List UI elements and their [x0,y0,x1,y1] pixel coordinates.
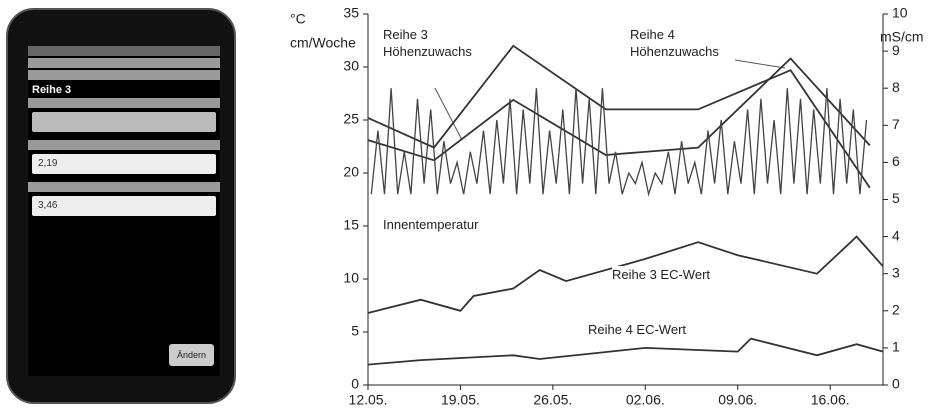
page: Reihe 3 2,19 3,46 Ändern °C cm/Woche mS/… [0,0,932,410]
y2-tick-label: 5 [892,190,900,206]
y-tick-label: 10 [343,270,359,286]
y2-tick-label: 10 [892,5,908,21]
line-series [371,88,866,194]
y2-tick-label: 6 [892,153,900,169]
series-label: Reihe 4 Höhenzuwachs [630,26,735,60]
series-label: Reihe 3 Höhenzuwachs [383,26,488,60]
series-label: Reihe 4 EC-Wert [588,321,728,338]
y2-tick-label: 4 [892,227,900,243]
y2-tick-label: 7 [892,116,900,132]
y-tick-label: 15 [343,217,359,233]
y2-tick-label: 2 [892,302,900,318]
y-tick-label: 30 [343,58,359,74]
chart: °C cm/Woche mS/cm 0 5 10 15 20 25 30 35 0 1 2 3 4 5 6 7… [0,0,932,410]
leader-line [435,88,462,140]
x-tick-label: 19.05. [441,392,480,408]
x-tick-label: 12.05. [349,392,388,408]
y2-tick-label: 9 [892,42,900,58]
y2-tick-label: 8 [892,79,900,95]
line-series [368,46,870,188]
x-tick-label: 09.06. [718,392,757,408]
y-tick-label: 5 [351,323,359,339]
series-label: Innentemperatur [383,216,523,233]
y-tick-label: 0 [351,376,359,392]
y2-tick-label: 1 [892,339,900,355]
series-label: Reihe 3 EC-Wert [612,266,752,283]
x-tick-label: 26.05. [533,392,572,408]
y-axis-unit: cm/Woche [290,35,356,51]
y-tick-label: 20 [343,164,359,180]
y2-tick-label: 3 [892,264,900,280]
y2-tick-label: 0 [892,376,900,392]
y-axis-unit: °C [290,11,306,27]
line-series [368,339,883,365]
x-tick-label: 16.06. [811,392,850,408]
y2-axis-unit: mS/cm [880,29,924,45]
y-tick-label: 25 [343,111,359,127]
x-tick-label: 02.06. [626,392,665,408]
leader-line [735,60,785,68]
y-tick-label: 35 [343,5,359,21]
